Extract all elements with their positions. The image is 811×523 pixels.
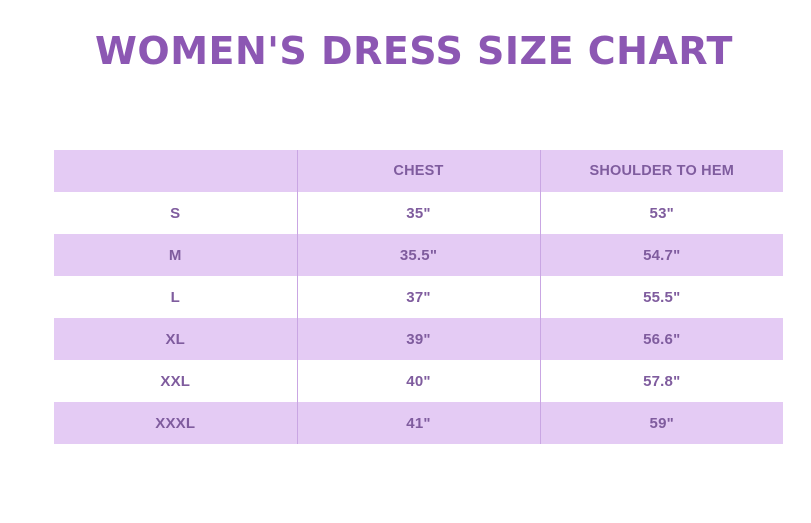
hem-cell: 53": [540, 192, 783, 234]
header-shoulder-to-hem: SHOULDER TO HEM: [540, 150, 783, 192]
table-row: L 37" 55.5": [54, 276, 783, 318]
hem-cell: 59": [540, 402, 783, 444]
table-header-row: CHEST SHOULDER TO HEM: [54, 150, 783, 192]
chest-cell: 35": [297, 192, 541, 234]
header-size: [54, 150, 298, 192]
size-cell: L: [54, 276, 298, 318]
size-cell: XXL: [54, 360, 298, 402]
hem-cell: 55.5": [540, 276, 783, 318]
chest-cell: 35.5": [297, 234, 541, 276]
page-title: WOMEN'S DRESS SIZE CHART: [95, 29, 733, 73]
size-cell: XL: [54, 318, 298, 360]
chest-cell: 41": [297, 402, 541, 444]
size-cell: M: [54, 234, 298, 276]
hem-cell: 57.8": [540, 360, 783, 402]
header-chest: CHEST: [297, 150, 541, 192]
size-chart-table: CHEST SHOULDER TO HEM S 35" 53" M 35.5" …: [54, 150, 783, 444]
table-row: M 35.5" 54.7": [54, 234, 783, 276]
size-cell: S: [54, 192, 298, 234]
table-row: XL 39" 56.6": [54, 318, 783, 360]
chest-cell: 40": [297, 360, 541, 402]
table-row: XXXL 41" 59": [54, 402, 783, 444]
table-row: XXL 40" 57.8": [54, 360, 783, 402]
chest-cell: 39": [297, 318, 541, 360]
hem-cell: 56.6": [540, 318, 783, 360]
size-cell: XXXL: [54, 402, 298, 444]
hem-cell: 54.7": [540, 234, 783, 276]
table-row: S 35" 53": [54, 192, 783, 234]
chest-cell: 37": [297, 276, 541, 318]
